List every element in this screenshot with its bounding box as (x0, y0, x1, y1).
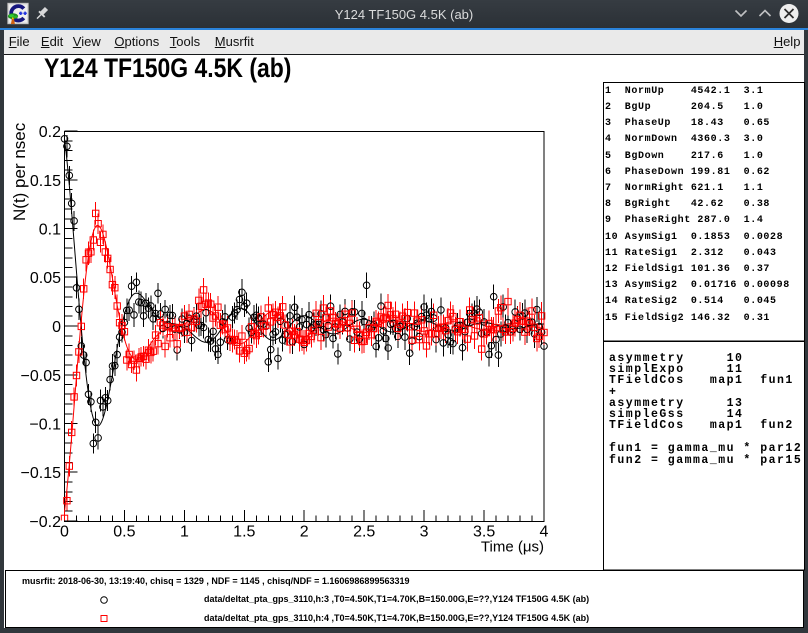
svg-text:0.05: 0.05 (30, 270, 61, 287)
svg-text:N(t) per nsec: N(t) per nsec (10, 122, 29, 221)
svg-text:2.5: 2.5 (353, 524, 375, 541)
svg-text:0.5: 0.5 (113, 524, 135, 541)
svg-text:Time (μs): Time (μs) (481, 539, 544, 556)
svg-text:3.5: 3.5 (473, 524, 495, 541)
svg-text:−0.2: −0.2 (29, 514, 61, 531)
svg-text:−0.05: −0.05 (21, 368, 62, 385)
svg-text:3: 3 (420, 524, 429, 541)
svg-text:0.15: 0.15 (30, 173, 61, 190)
svg-text:−0.15: −0.15 (21, 465, 62, 482)
svg-text:−0.1: −0.1 (29, 417, 61, 434)
svg-text:0.2: 0.2 (39, 124, 61, 141)
svg-text:0.1: 0.1 (39, 222, 61, 239)
svg-text:2: 2 (300, 524, 309, 541)
svg-text:0: 0 (60, 524, 69, 541)
svg-text:1: 1 (180, 524, 189, 541)
svg-text:1.5: 1.5 (233, 524, 255, 541)
svg-text:4: 4 (540, 524, 549, 541)
svg-text:0: 0 (52, 319, 61, 336)
